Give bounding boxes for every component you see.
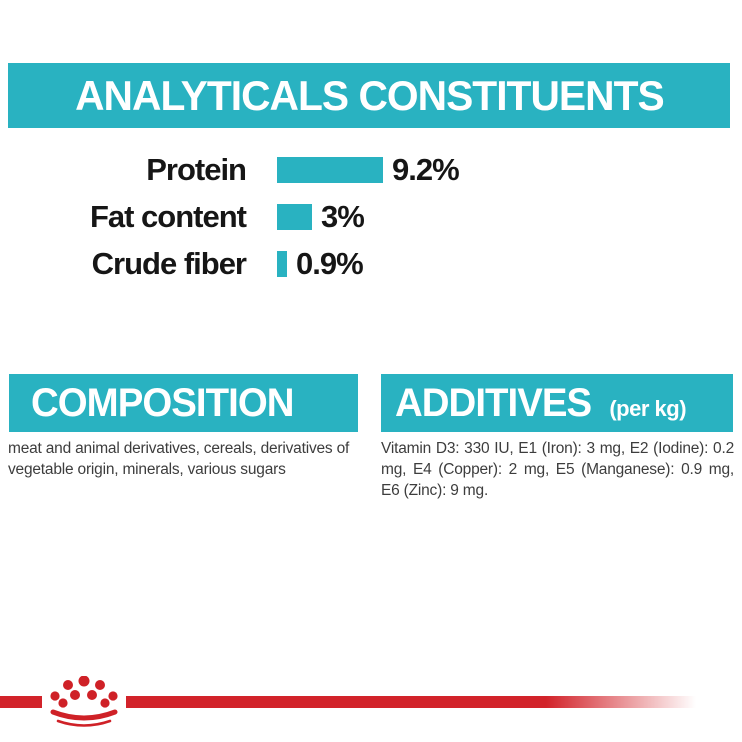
fiber-bar — [277, 250, 287, 277]
composition-body-text: meat and animal derivatives, cereals, de… — [8, 440, 350, 478]
analyticals-bar-chart: Protein 9.2% Fat content 3% Crude fiber … — [0, 146, 742, 287]
royal-canin-crown-icon — [50, 676, 118, 727]
additives-title: ADDITIVES — [395, 380, 592, 425]
analyticals-header-banner: ANALYTICALS CONSTITUENTS — [8, 63, 730, 128]
analyticals-row-fat: Fat content 3% — [0, 193, 742, 240]
footer-red-line-right — [126, 696, 726, 708]
footer-red-line-left — [0, 696, 42, 708]
additives-body-text: Vitamin D3: 330 IU, E1 (Iron): 3 mg, E2 … — [381, 440, 734, 499]
analyticals-row-protein: Protein 9.2% — [0, 146, 742, 193]
row-value: 0.9% — [296, 245, 364, 281]
additives-title-suffix: (per kg) — [609, 396, 687, 421]
row-value: 9.2% — [392, 151, 460, 187]
row-label: Fat content — [89, 198, 247, 234]
protein-bar — [277, 156, 383, 183]
analyticals-title: ANALYTICALS CONSTITUENTS — [74, 71, 665, 119]
row-label: Protein — [146, 151, 247, 187]
composition-title: COMPOSITION — [31, 380, 294, 425]
row-label: Crude fiber — [91, 245, 247, 281]
analyticals-row-fiber: Crude fiber 0.9% — [0, 240, 742, 287]
composition-header-banner: COMPOSITION — [9, 374, 358, 432]
row-value: 3% — [321, 198, 365, 234]
additives-header-banner: ADDITIVES (per kg) — [381, 374, 733, 432]
fat-bar — [277, 203, 312, 230]
